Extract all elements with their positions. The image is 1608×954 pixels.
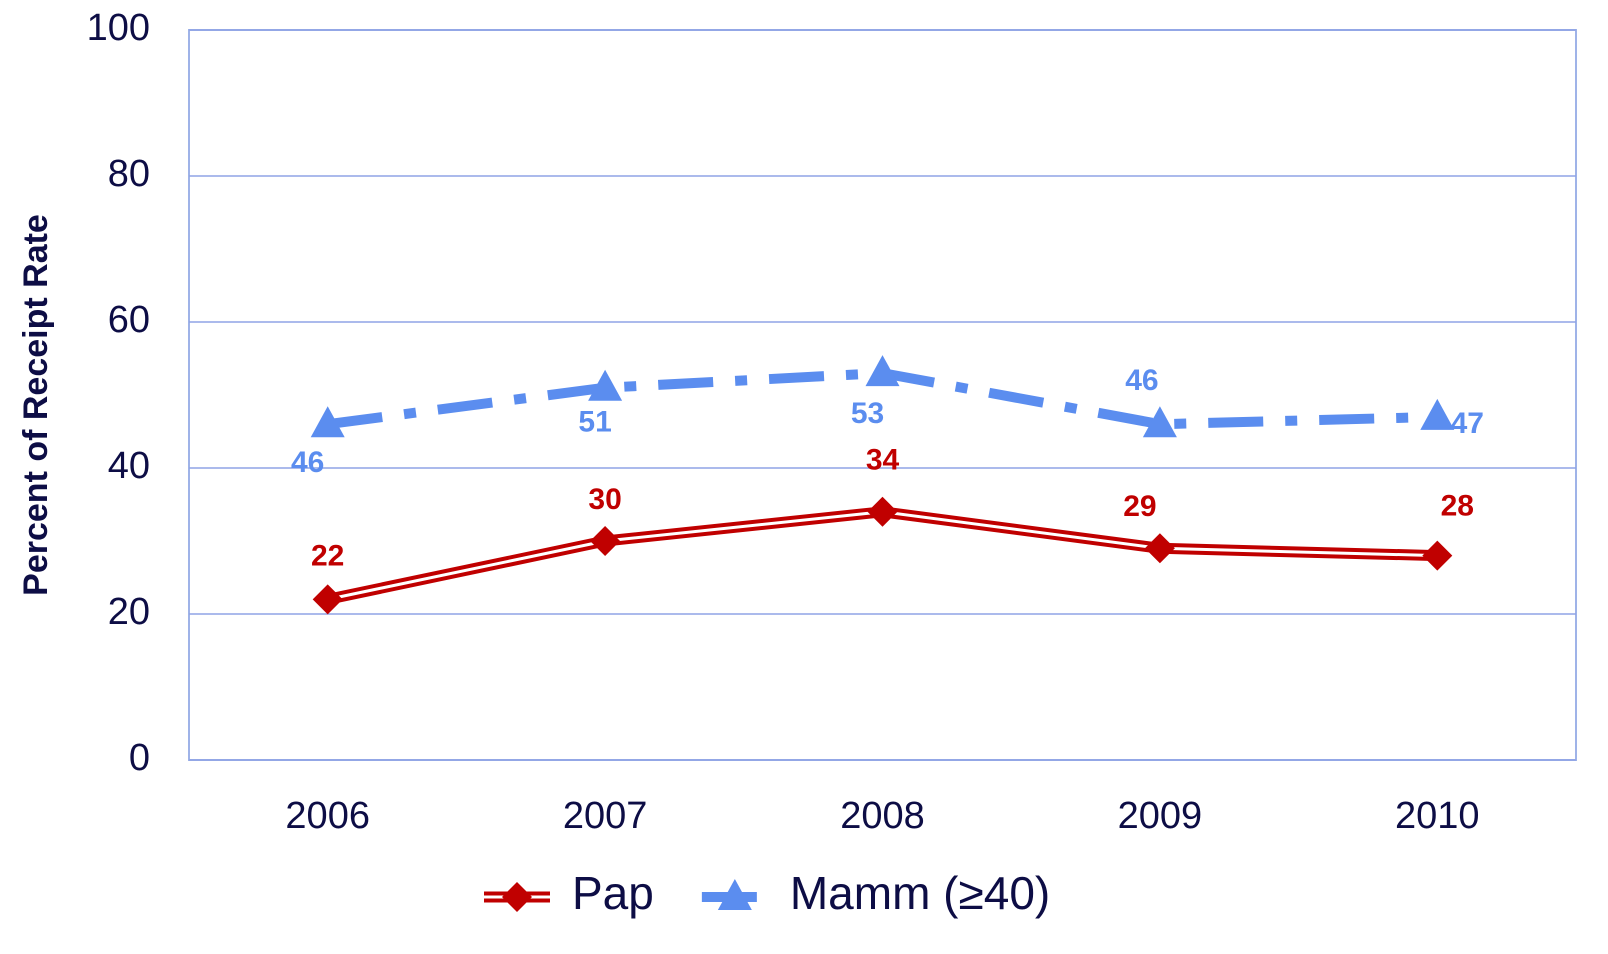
plot-area (188, 29, 1577, 761)
x-tick-label: 2008 (840, 795, 925, 837)
marker (588, 369, 623, 401)
data-label: 46 (1125, 364, 1158, 397)
x-tick-label: 2006 (285, 795, 370, 837)
data-label: 51 (578, 406, 611, 439)
data-label: 30 (588, 483, 621, 516)
data-label: 46 (291, 446, 324, 479)
marker (310, 406, 345, 438)
data-label: 28 (1441, 490, 1474, 523)
data-label: 29 (1123, 490, 1156, 523)
legend-label: Pap (572, 867, 654, 919)
x-tick-label: 2009 (1118, 795, 1203, 837)
data-label: 22 (311, 539, 344, 572)
x-tick-label: 2010 (1395, 795, 1480, 837)
data-label: 34 (866, 444, 900, 477)
marker (312, 584, 343, 615)
data-label: 53 (851, 397, 884, 430)
data-label: 47 (1451, 407, 1484, 440)
marker (1144, 533, 1175, 564)
marker (865, 355, 900, 387)
legend-label: Mamm (≥40) (790, 867, 1050, 919)
y-tick-label: 40 (108, 445, 150, 487)
y-tick-label: 20 (108, 591, 150, 633)
y-axis-title: Percent of Receipt Rate (17, 214, 55, 596)
marker (867, 496, 898, 527)
marker (1142, 406, 1177, 438)
marker (1420, 398, 1455, 430)
marker (590, 526, 621, 556)
y-tick-label: 100 (87, 7, 150, 49)
y-tick-label: 60 (108, 299, 150, 341)
y-tick-label: 80 (108, 153, 150, 195)
y-tick-label: 0 (129, 737, 150, 779)
legend-marker (502, 882, 532, 912)
legend-marker (717, 879, 752, 910)
marker (1422, 540, 1453, 571)
x-tick-label: 2007 (563, 795, 648, 837)
